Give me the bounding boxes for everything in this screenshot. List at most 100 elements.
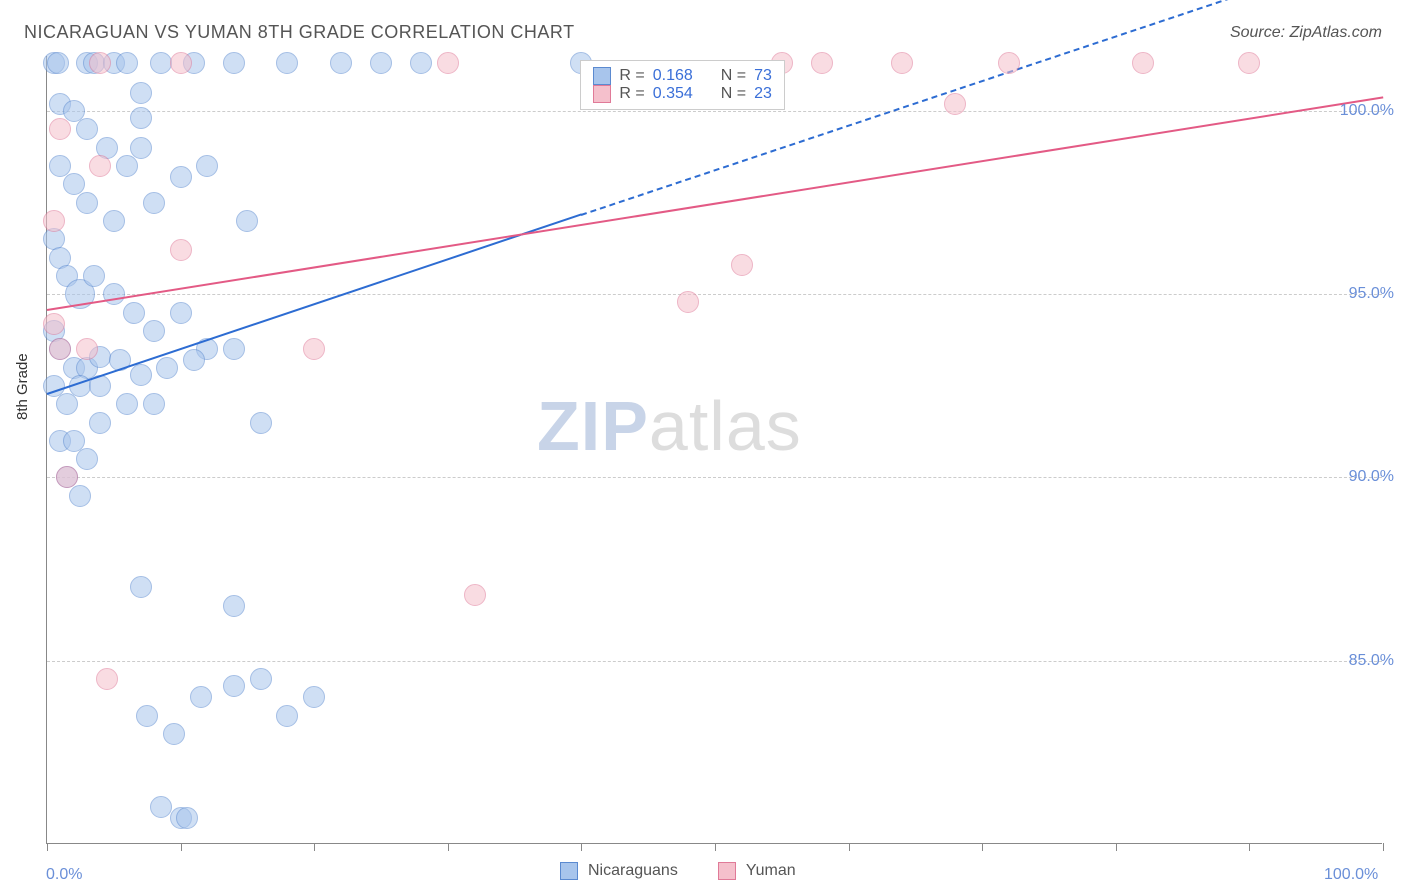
scatter-point — [437, 52, 459, 74]
scatter-point — [150, 52, 172, 74]
scatter-point — [223, 595, 245, 617]
gridline — [47, 294, 1382, 295]
scatter-point — [223, 338, 245, 360]
chart-header: NICARAGUAN VS YUMAN 8TH GRADE CORRELATIO… — [24, 22, 1382, 43]
watermark-zip: ZIP — [537, 387, 649, 465]
x-tick — [181, 843, 182, 851]
scatter-point — [370, 52, 392, 74]
scatter-point — [143, 393, 165, 415]
legend-n-value: 23 — [754, 85, 772, 103]
gridline — [47, 477, 1382, 478]
scatter-point — [170, 166, 192, 188]
scatter-point — [89, 412, 111, 434]
scatter-point — [116, 393, 138, 415]
gridline — [47, 661, 1382, 662]
scatter-point — [250, 668, 272, 690]
x-tick — [47, 843, 48, 851]
scatter-point — [276, 52, 298, 74]
scatter-point — [156, 357, 178, 379]
scatter-point — [183, 349, 205, 371]
scatter-point — [303, 338, 325, 360]
y-tick-label: 85.0% — [1349, 652, 1394, 670]
scatter-point — [176, 807, 198, 829]
scatter-point — [944, 93, 966, 115]
scatter-point — [43, 313, 65, 335]
legend-r-value: 0.354 — [653, 85, 693, 103]
scatter-point — [43, 210, 65, 232]
scatter-point — [56, 393, 78, 415]
scatter-point — [76, 448, 98, 470]
legend-n-value: 73 — [754, 67, 772, 85]
scatter-point — [116, 52, 138, 74]
chart-title: NICARAGUAN VS YUMAN 8TH GRADE CORRELATIO… — [24, 22, 575, 43]
scatter-point — [130, 107, 152, 129]
scatter-point — [223, 52, 245, 74]
scatter-point — [96, 668, 118, 690]
x-tick — [849, 843, 850, 851]
legend-n-label: N = — [721, 85, 746, 103]
legend-swatch — [593, 67, 611, 85]
legend-row: R =0.168N =73 — [593, 67, 772, 85]
scatter-point — [130, 576, 152, 598]
legend-series-label: Nicaraguans — [588, 862, 678, 880]
scatter-point — [89, 52, 111, 74]
x-tick — [581, 843, 582, 851]
legend-r-label: R = — [619, 85, 644, 103]
scatter-point — [103, 210, 125, 232]
y-axis-label: 8th Grade — [14, 353, 31, 420]
scatter-point — [236, 210, 258, 232]
correlation-legend: R =0.168N =73R =0.354N =23 — [580, 60, 785, 110]
legend-series-label: Yuman — [746, 862, 796, 880]
scatter-point — [130, 137, 152, 159]
scatter-point — [150, 796, 172, 818]
scatter-point — [410, 52, 432, 74]
watermark: ZIPatlas — [537, 386, 802, 466]
x-tick — [1249, 843, 1250, 851]
y-tick-label: 90.0% — [1349, 468, 1394, 486]
legend-swatch — [593, 85, 611, 103]
scatter-point — [49, 118, 71, 140]
gridline — [47, 111, 1382, 112]
scatter-point — [143, 320, 165, 342]
scatter-point — [303, 686, 325, 708]
y-tick-label: 95.0% — [1349, 285, 1394, 303]
scatter-point — [103, 283, 125, 305]
scatter-point — [136, 705, 158, 727]
scatter-point — [76, 338, 98, 360]
scatter-point — [130, 82, 152, 104]
watermark-atlas: atlas — [649, 387, 802, 465]
scatter-point — [49, 338, 71, 360]
scatter-point — [76, 192, 98, 214]
trend-line — [47, 96, 1383, 311]
scatter-point — [190, 686, 212, 708]
y-tick-label: 100.0% — [1340, 102, 1394, 120]
scatter-plot-area: ZIPatlas — [46, 56, 1382, 844]
series-legend: Nicaraguans Yuman — [560, 862, 826, 880]
legend-r-label: R = — [619, 67, 644, 85]
x-tick — [1383, 843, 1384, 851]
scatter-point — [116, 155, 138, 177]
scatter-point — [143, 192, 165, 214]
scatter-point — [47, 52, 69, 74]
scatter-point — [464, 584, 486, 606]
legend-n-label: N = — [721, 67, 746, 85]
scatter-point — [731, 254, 753, 276]
scatter-point — [891, 52, 913, 74]
legend-row: R = 0.354 N = 23 — [593, 85, 772, 103]
scatter-point — [250, 412, 272, 434]
scatter-point — [276, 705, 298, 727]
scatter-point — [223, 675, 245, 697]
scatter-point — [998, 52, 1020, 74]
scatter-point — [170, 239, 192, 261]
scatter-point — [69, 485, 91, 507]
scatter-point — [83, 265, 105, 287]
scatter-point — [170, 302, 192, 324]
x-tick — [1116, 843, 1117, 851]
x-tick — [982, 843, 983, 851]
scatter-point — [76, 118, 98, 140]
x-tick — [715, 843, 716, 851]
scatter-point — [196, 155, 218, 177]
legend-swatch — [718, 862, 736, 880]
scatter-point — [130, 364, 152, 386]
scatter-point — [89, 155, 111, 177]
